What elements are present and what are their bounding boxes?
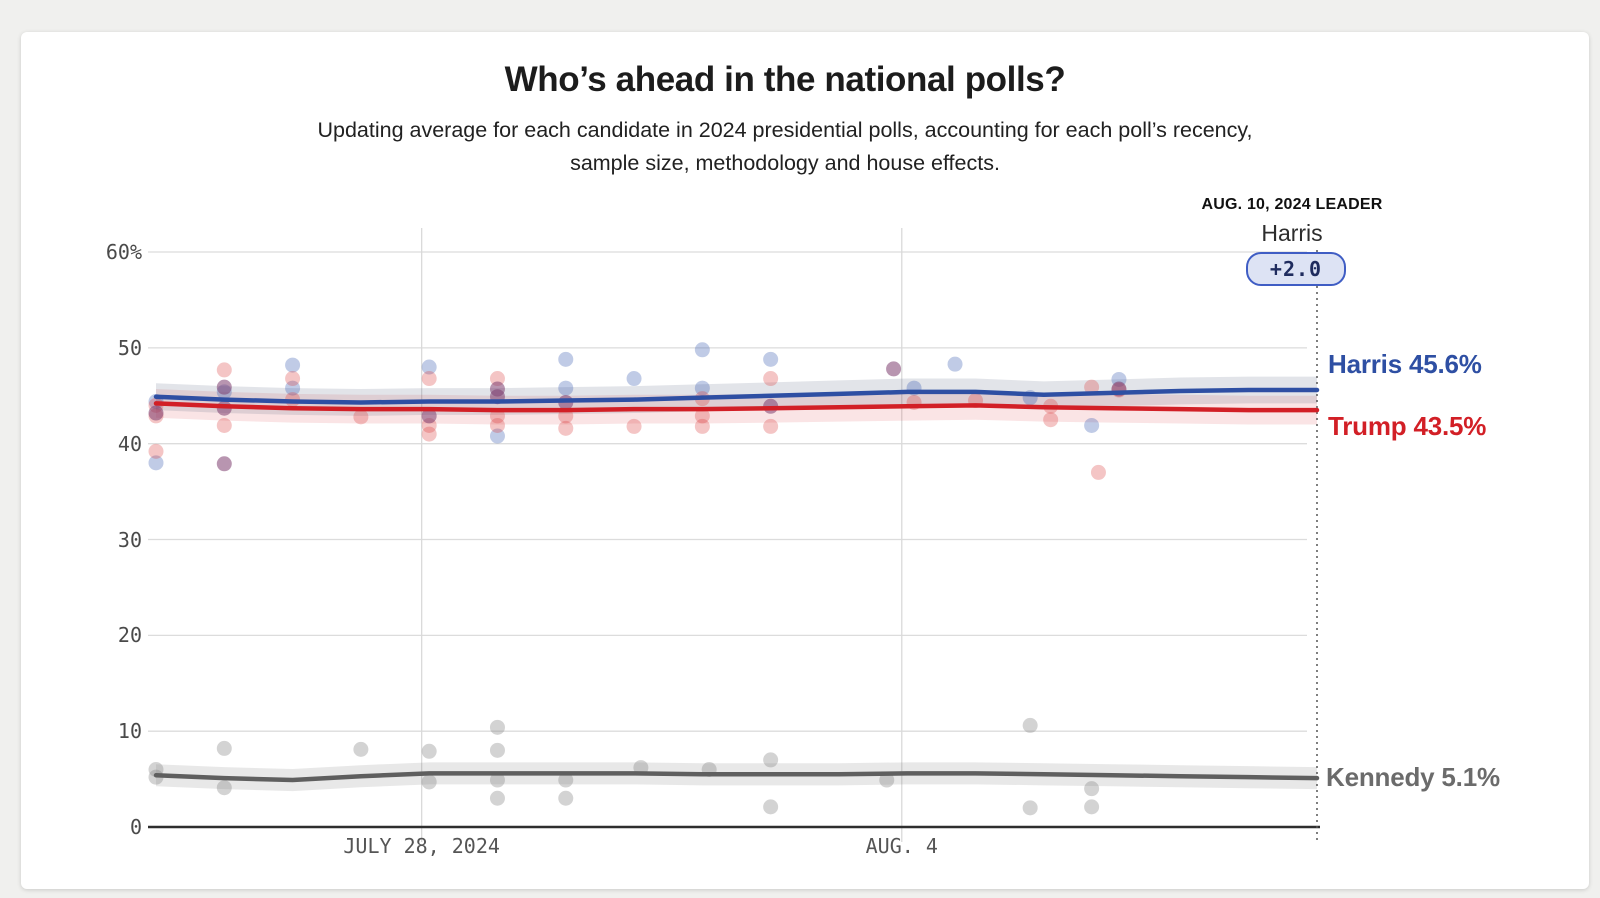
poll-dot-blue <box>148 455 164 471</box>
poll-dot-red <box>421 371 437 387</box>
poll-dot-gray <box>489 742 505 758</box>
poll-dot-blue <box>763 351 779 367</box>
trump-average-line <box>153 401 1320 413</box>
poll-dot-gray <box>489 790 505 806</box>
poll-dot-red <box>489 417 505 433</box>
poll-dot-red <box>626 418 642 434</box>
kennedy-uncertainty-band <box>156 762 1317 792</box>
leader-margin-badge: +2.0 <box>1246 252 1346 286</box>
y-tick-label: 40 <box>117 431 142 456</box>
poll-dot-gray <box>216 740 232 756</box>
poll-dot-gray <box>763 799 779 815</box>
poll-dot-red <box>285 371 301 387</box>
poll-dot-red <box>148 443 164 459</box>
leader-name: Harris <box>1261 220 1323 246</box>
poll-dot-red <box>216 417 232 433</box>
poll-dot-gray <box>1022 717 1038 733</box>
y-tick-label: 60% <box>105 240 142 265</box>
y-tick-label: 0 <box>129 815 142 839</box>
poll-dot-red <box>1084 379 1100 395</box>
kennedy-average-line <box>153 771 1320 783</box>
poll-dot-overlap <box>216 456 232 472</box>
kennedy-end-label: Kennedy 5.1% <box>1326 762 1500 792</box>
poll-dot-red <box>763 418 779 434</box>
poll-dot-blue <box>285 357 301 373</box>
x-tick-label: AUG. 4 <box>865 834 938 858</box>
poll-dot-blue <box>947 356 963 372</box>
poll-dot-overlap <box>886 361 902 377</box>
poll-dot-red <box>694 408 710 424</box>
poll-dot-red <box>1090 464 1106 480</box>
poll-dot-red <box>216 362 232 378</box>
poll-dot-gray <box>216 780 232 796</box>
poll-dot-red <box>694 418 710 434</box>
poll-dot-blue <box>285 380 301 396</box>
poll-dot-red <box>489 371 505 387</box>
poll-dot-gray <box>558 790 574 806</box>
poll-dot-gray <box>879 772 895 788</box>
chart-subtitle: Updating average for each candidate in 2… <box>317 118 1253 175</box>
poll-dot-blue <box>1084 417 1100 433</box>
poll-dot-gray <box>1022 800 1038 816</box>
poll-dot-red <box>558 420 574 436</box>
poll-dot-overlap <box>421 408 437 424</box>
poll-dot-red <box>353 409 369 425</box>
y-tick-label: 50 <box>117 335 142 360</box>
poll-dot-blue <box>558 380 574 396</box>
poll-dot-blue <box>421 359 437 375</box>
poll-dot-blue <box>626 371 642 387</box>
y-tick-label: 10 <box>117 719 142 744</box>
poll-dot-gray <box>763 752 779 768</box>
leader-heading: AUG. 10, 2024 LEADER <box>1201 196 1383 213</box>
harris-end-label: Harris 45.6% <box>1328 349 1482 379</box>
poll-dot-gray <box>1084 781 1100 797</box>
y-tick-label: 30 <box>117 527 142 552</box>
poll-dot-overlap <box>148 405 164 421</box>
poll-dot-gray <box>421 743 437 759</box>
chart-title: Who’s ahead in the national polls? <box>504 60 1066 99</box>
poll-dot-blue <box>694 342 710 358</box>
poll-dot-gray <box>558 772 574 788</box>
x-tick-label: JULY 28, 2024 <box>343 834 500 858</box>
chart-card <box>21 32 1589 889</box>
poll-dot-gray <box>353 741 369 757</box>
poll-dot-overlap <box>216 379 232 395</box>
poll-dot-gray <box>1084 799 1100 815</box>
poll-dot-blue <box>489 428 505 444</box>
y-tick-label: 20 <box>117 623 142 648</box>
poll-dot-gray <box>421 774 437 790</box>
poll-dot-red <box>421 426 437 442</box>
poll-dot-red <box>1043 412 1059 428</box>
poll-dot-gray <box>489 772 505 788</box>
poll-dot-blue <box>694 380 710 396</box>
harris-average-line <box>153 387 1320 405</box>
poll-dot-blue <box>558 351 574 367</box>
trump-end-label: Trump 43.5% <box>1328 411 1487 441</box>
poll-dot-red <box>763 371 779 387</box>
poll-dot-gray <box>489 719 505 735</box>
